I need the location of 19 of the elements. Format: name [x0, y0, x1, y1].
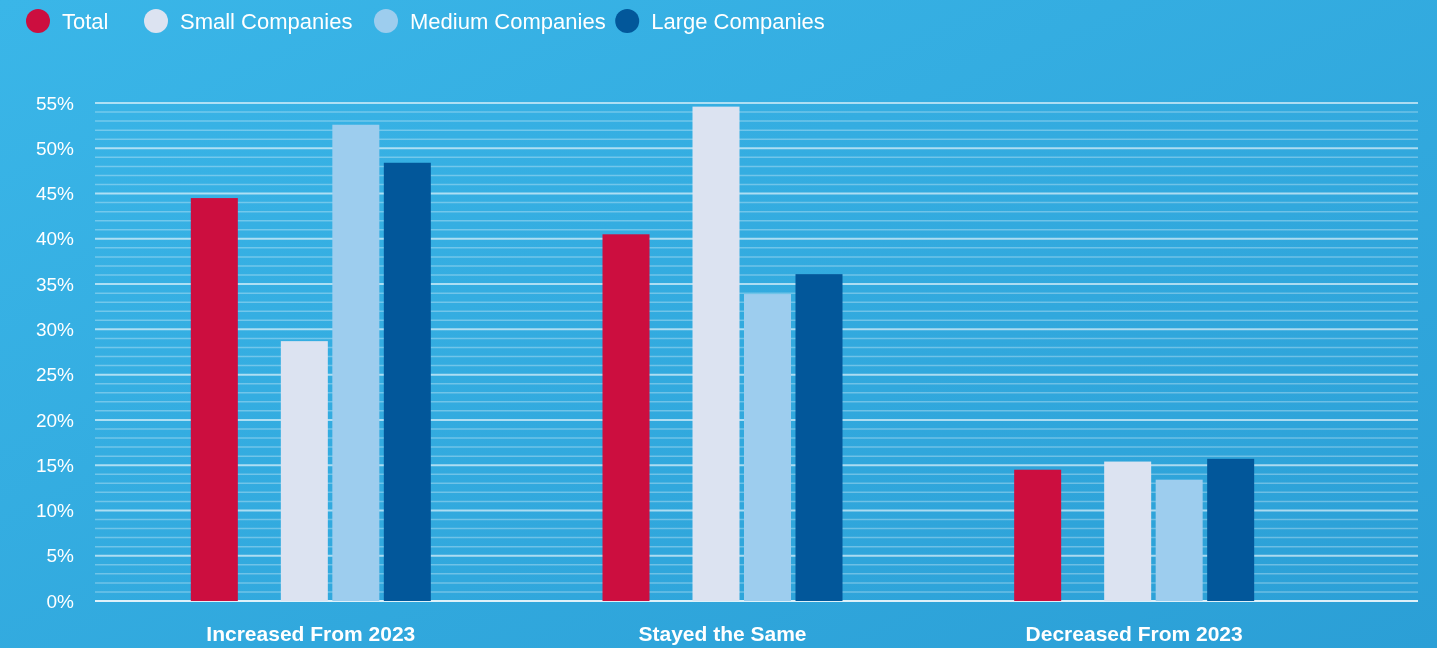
y-tick-label: 10% — [35, 500, 75, 522]
y-tick-label: 5% — [46, 545, 75, 567]
legend-label: Total — [62, 8, 109, 34]
y-tick-label: 15% — [35, 454, 75, 476]
y-tick-label: 45% — [35, 183, 75, 205]
y-tick-label: 30% — [35, 319, 75, 341]
y-tick-label: 40% — [35, 228, 75, 250]
y-tick-label: 35% — [35, 273, 75, 295]
y-tick-label: 0% — [46, 590, 75, 612]
x-tick-label: Decreased From 2023 — [1025, 622, 1243, 646]
y-tick-label: 50% — [35, 137, 75, 159]
y-tick-label: 20% — [35, 409, 75, 431]
x-tick-label: Stayed the Same — [638, 622, 807, 646]
legend-label: Medium Companies — [410, 8, 606, 34]
y-tick-label: 55% — [35, 92, 75, 114]
x-tick-label: Increased From 2023 — [206, 622, 416, 646]
legend-label: Large Companies — [651, 8, 825, 34]
y-tick-label: 25% — [35, 364, 75, 386]
legend-label: Small Companies — [180, 8, 353, 34]
